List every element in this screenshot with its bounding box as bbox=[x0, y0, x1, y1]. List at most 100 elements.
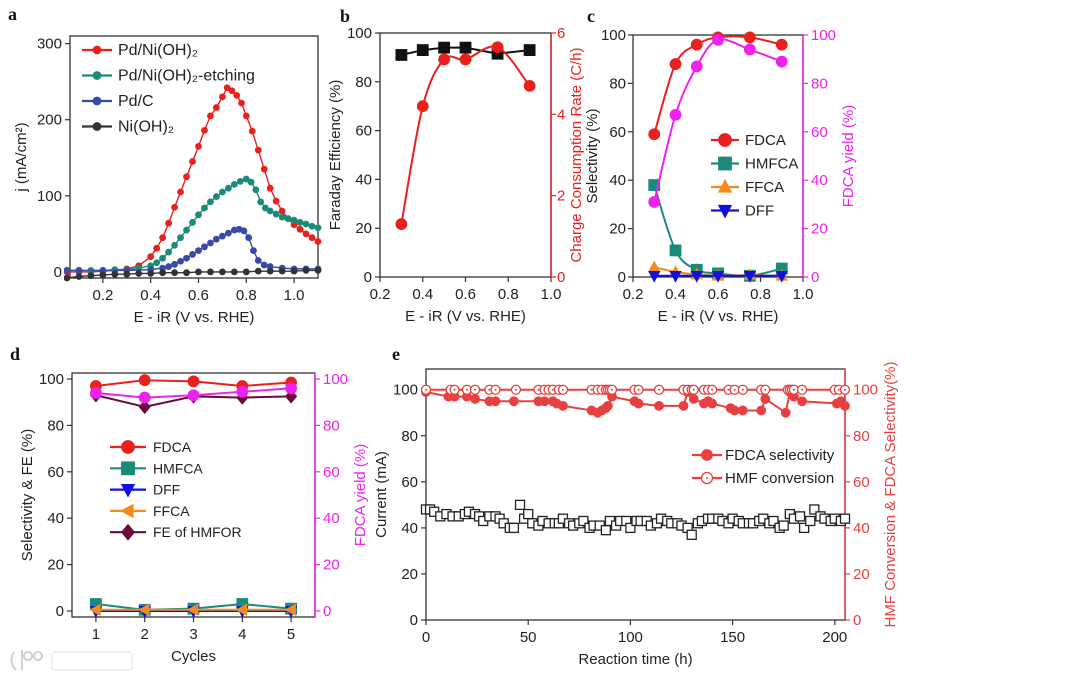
pd-ni-oh-point bbox=[308, 234, 316, 242]
pd-ni-oh-point bbox=[314, 238, 322, 245]
series-fdca bbox=[90, 374, 297, 392]
ni-oh-point bbox=[123, 270, 131, 278]
ni-oh-point bbox=[87, 272, 95, 280]
pd-ni-oh-line bbox=[67, 86, 319, 273]
current-point bbox=[809, 504, 820, 515]
fdca-yield-point bbox=[187, 389, 200, 402]
hmf-conversion-point-dot bbox=[474, 388, 477, 391]
hmf-conversion-point-dot bbox=[801, 388, 804, 391]
panel-letter: c bbox=[587, 6, 595, 26]
y2-tick-label: 2 bbox=[557, 188, 565, 205]
hmf-conversion-point-dot bbox=[792, 388, 795, 391]
pd-ni-oh-etching-point bbox=[266, 207, 274, 215]
legend-item-ni-oh: Ni(OH)₂ bbox=[82, 119, 174, 136]
fdca-selectivity-point bbox=[780, 407, 791, 418]
y2-tick-label: 60 bbox=[811, 124, 828, 141]
fdca-yield-point bbox=[690, 60, 703, 73]
pd-ni-oh-etching-point bbox=[302, 220, 310, 228]
x-tick-label: 0.2 bbox=[92, 287, 113, 304]
legend-item-ffca: FFCA bbox=[711, 178, 784, 196]
current-point bbox=[508, 522, 520, 534]
pd-ni-oh-etching-point bbox=[296, 219, 304, 226]
pd-c-point bbox=[254, 257, 262, 264]
pd-c-point bbox=[75, 266, 83, 274]
x-tick-label: 200 bbox=[822, 629, 847, 646]
legend-swatch-marker bbox=[718, 133, 732, 147]
legend-swatch-marker bbox=[120, 523, 136, 541]
y2-tick-label: 0 bbox=[811, 269, 819, 286]
legend-label: Ni(OH)₂ bbox=[118, 119, 174, 136]
y-tick-label: 200 bbox=[37, 112, 62, 129]
pd-c-point bbox=[213, 235, 220, 243]
pd-ni-oh-etching-point bbox=[284, 215, 292, 223]
ni-oh-point bbox=[290, 267, 298, 275]
fdca-point bbox=[775, 38, 788, 51]
y2-tick-label: 60 bbox=[323, 464, 340, 481]
pd-c-line bbox=[67, 228, 318, 272]
plot-frame bbox=[69, 35, 319, 279]
fdca-yield-point bbox=[775, 55, 788, 68]
y2-tick-label: 20 bbox=[811, 221, 828, 238]
y2-tick-label: 60 bbox=[853, 474, 870, 491]
legend-label: FFCA bbox=[153, 503, 190, 519]
pd-ni-oh-point bbox=[189, 158, 196, 165]
series-charge-consumption-rate bbox=[395, 41, 536, 231]
ni-oh-point bbox=[159, 269, 167, 277]
faraday-efficiency-point bbox=[395, 49, 408, 61]
y2-tick-label: 20 bbox=[323, 557, 340, 574]
legend-label: FE of HMFOR bbox=[153, 524, 242, 540]
pd-ni-oh-etching-point bbox=[278, 213, 286, 221]
x-tick-label: 0 bbox=[422, 629, 430, 646]
charge-consumption-rate-point bbox=[523, 79, 536, 92]
legend-swatch-marker bbox=[120, 483, 136, 498]
y-tick-label: 80 bbox=[355, 74, 372, 91]
hmf-conversion-point-dot bbox=[692, 388, 695, 391]
charge-consumption-rate-point bbox=[438, 53, 451, 66]
faraday-efficiency-point bbox=[523, 44, 536, 56]
pd-ni-oh-etching-point bbox=[177, 234, 184, 242]
pd-ni-oh-point bbox=[260, 165, 268, 173]
hmf-conversion-point-dot bbox=[425, 388, 427, 391]
pd-ni-oh-etching-point bbox=[230, 180, 238, 188]
y-tick-label: 40 bbox=[401, 520, 418, 537]
pd-ni-oh-etching-point bbox=[165, 248, 173, 256]
panel-letter: e bbox=[392, 344, 400, 364]
panel-a: a 0.2 0.4 0.6 0.8 1.0 0 100 200 300 E - iR (V vs. … bbox=[8, 4, 322, 326]
pd-ni-oh-point bbox=[266, 184, 274, 192]
plot-area bbox=[648, 31, 788, 283]
hmf-conversion-point-dot bbox=[561, 388, 564, 391]
legend-item-hmfca: HMFCA bbox=[110, 460, 203, 476]
fdca-yield-point bbox=[138, 391, 151, 404]
pd-ni-oh-point bbox=[218, 93, 226, 101]
current-point bbox=[794, 511, 806, 522]
current-point bbox=[625, 522, 636, 534]
y-tick-label: 0 bbox=[618, 269, 626, 286]
hmf-conversion-point-dot bbox=[733, 388, 736, 391]
fe-of-hmfor-point bbox=[138, 399, 151, 415]
pd-c-point bbox=[183, 254, 190, 262]
fdca-selectivity-point bbox=[539, 396, 550, 407]
pd-ni-oh-point bbox=[278, 207, 286, 215]
legend-item-pd-ni-oh: Pd/Ni(OH)₂ bbox=[82, 42, 198, 59]
hmfca-point bbox=[648, 179, 661, 191]
current-point bbox=[578, 515, 589, 527]
pd-ni-oh-point bbox=[195, 142, 202, 150]
legend-item-fdca: FDCA bbox=[110, 439, 192, 455]
pd-ni-oh-etching-point bbox=[153, 259, 161, 267]
y2-tick-label: 40 bbox=[323, 510, 340, 527]
watermark-text-block bbox=[51, 651, 133, 671]
pd-ni-oh-etching-point bbox=[247, 178, 255, 186]
hmf-conversion-point-dot bbox=[727, 388, 730, 391]
y-tick-label: 0 bbox=[364, 269, 372, 286]
ni-oh-point bbox=[242, 268, 250, 276]
legend-label: DFF bbox=[153, 482, 180, 498]
current-point bbox=[686, 529, 697, 540]
y2-tick-label: 20 bbox=[853, 566, 870, 583]
pd-c-point bbox=[218, 232, 226, 240]
ni-oh-point bbox=[99, 271, 107, 279]
y-axis-label: Selectivity (%) bbox=[584, 108, 601, 203]
legend-label: Pd/C bbox=[118, 93, 154, 110]
legend-label: DFF bbox=[745, 203, 774, 220]
y-tick-label: 60 bbox=[355, 123, 372, 140]
fdca-point bbox=[669, 58, 682, 70]
